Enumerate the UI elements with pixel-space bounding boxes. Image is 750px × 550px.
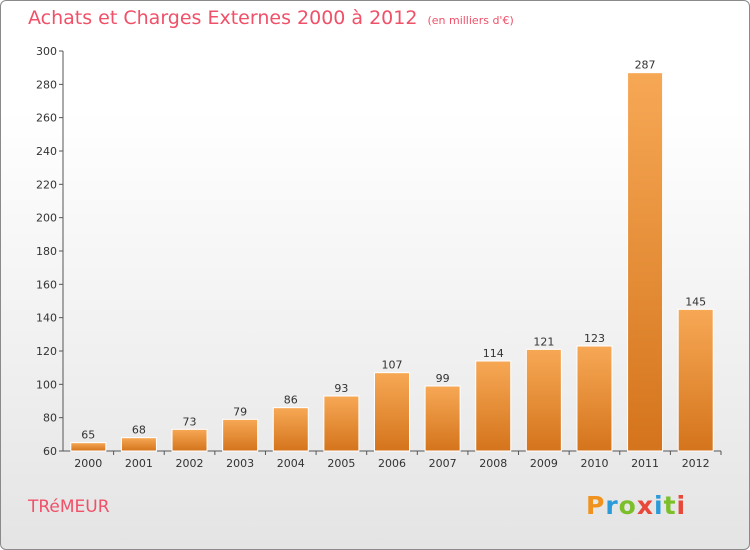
bar-2003 xyxy=(222,418,259,452)
x-tick-label-2004: 2004 xyxy=(277,457,305,470)
x-tick-label-2003: 2003 xyxy=(226,457,254,470)
x-tick-label-2000: 2000 xyxy=(74,457,102,470)
x-tick-label-2001: 2001 xyxy=(125,457,153,470)
bars xyxy=(70,72,714,452)
logo-letter: o xyxy=(618,491,637,520)
data-label-2001: 68 xyxy=(132,424,146,437)
data-label-2008: 114 xyxy=(483,347,504,360)
y-tick-label: 160 xyxy=(36,278,57,291)
y-tick-label: 80 xyxy=(43,412,57,425)
x-tick-label-2007: 2007 xyxy=(429,457,457,470)
y-tick-label: 220 xyxy=(36,178,57,191)
bar-2002 xyxy=(171,428,208,452)
y-tick-label: 100 xyxy=(36,378,57,391)
data-label-2006: 107 xyxy=(382,359,403,372)
x-tick-label-2011: 2011 xyxy=(631,457,659,470)
x-tick-label-2009: 2009 xyxy=(530,457,558,470)
logo-letter: i xyxy=(654,491,664,520)
y-tick-label: 180 xyxy=(36,245,57,258)
x-tick-label-2005: 2005 xyxy=(327,457,355,470)
logo-letter: r xyxy=(605,491,619,520)
chart-title: Achats et Charges Externes 2000 à 2012 (e… xyxy=(28,7,514,29)
data-label-2009: 121 xyxy=(533,335,554,348)
bar-2005 xyxy=(323,395,360,452)
logo-letter: P xyxy=(586,491,606,520)
commune-name: TRéMEUR xyxy=(28,497,110,517)
bar-2000 xyxy=(70,442,107,452)
data-label-2011: 287 xyxy=(635,59,656,72)
x-tick-label-2010: 2010 xyxy=(580,457,608,470)
bar-2011 xyxy=(627,72,664,452)
proxiti-logo: Proxiti xyxy=(586,491,686,520)
bar-2010 xyxy=(576,345,613,452)
y-tick-label: 280 xyxy=(36,78,57,91)
y-tick-label: 300 xyxy=(36,45,57,58)
chart-subtitle: (en milliers d'€) xyxy=(427,14,514,27)
bar-2007 xyxy=(424,385,461,452)
x-tick-label-2002: 2002 xyxy=(176,457,204,470)
y-tick-label: 260 xyxy=(36,112,57,125)
data-labels: 65 68 73 79 86 93 107 99 114 121 123 287 145 xyxy=(81,59,706,442)
data-label-2002: 73 xyxy=(183,415,197,428)
logo-letter: x xyxy=(636,491,654,520)
y-tick-label: 240 xyxy=(36,145,57,158)
x-tick-label-2012: 2012 xyxy=(682,457,710,470)
data-label-2007: 99 xyxy=(436,372,450,385)
bar-2009 xyxy=(525,348,562,452)
data-label-2010: 123 xyxy=(584,332,605,345)
data-label-2004: 86 xyxy=(284,394,298,407)
y-tick-label: 120 xyxy=(36,345,57,358)
data-label-2012: 145 xyxy=(685,295,706,308)
y-tick-label: 140 xyxy=(36,312,57,325)
data-label-2005: 93 xyxy=(334,382,348,395)
bar-2001 xyxy=(120,437,157,452)
data-label-2003: 79 xyxy=(233,405,247,418)
bar-2004 xyxy=(272,407,309,452)
x-tick-label-2008: 2008 xyxy=(479,457,507,470)
data-label-2000: 65 xyxy=(81,429,95,442)
y-tick-label: 200 xyxy=(36,212,57,225)
bar-2008 xyxy=(475,360,512,452)
bar-2006 xyxy=(374,372,410,452)
bar-2012 xyxy=(677,308,714,452)
logo-letter: t xyxy=(663,491,677,520)
chart-title-text: Achats et Charges Externes 2000 à 2012 xyxy=(28,7,418,29)
logo-letter: i xyxy=(676,491,687,520)
y-tick-label: 60 xyxy=(43,445,57,458)
x-tick-label-2006: 2006 xyxy=(378,457,406,470)
